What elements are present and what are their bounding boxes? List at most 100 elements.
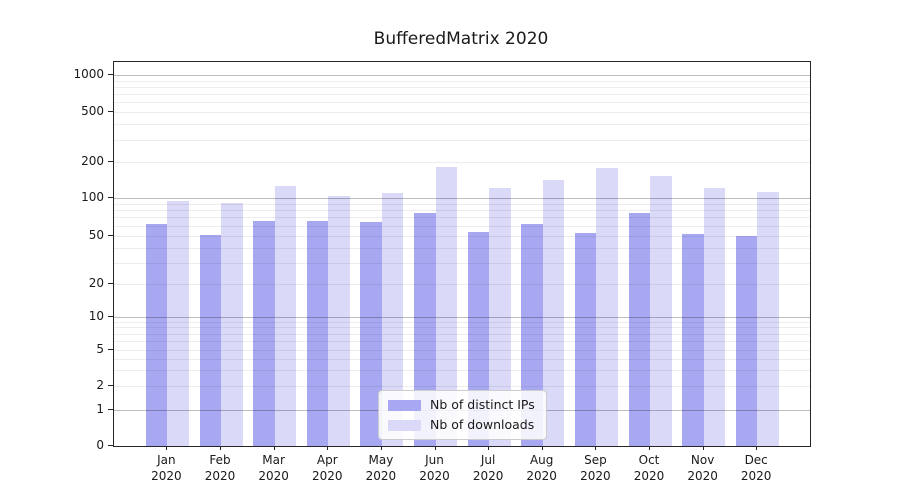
- y-tick-label-5: 5: [96, 342, 104, 356]
- legend-swatch-downloads: [388, 419, 421, 431]
- bar-nb-of-distinct-ips-sep: [574, 232, 597, 446]
- bar-nb-of-distinct-ips-feb: [199, 234, 221, 446]
- bar-nb-of-downloads-jan: [167, 201, 189, 446]
- x-tick-mark-feb: [220, 446, 221, 450]
- gridline-minor-900: [114, 80, 810, 82]
- gridline-minor-5: [114, 350, 810, 351]
- bar-nb-of-distinct-ips-oct: [628, 212, 650, 446]
- bar-nb-of-downloads-aug: [542, 180, 565, 446]
- x-tick-mark-sep: [595, 446, 597, 450]
- y-tick-mark-100: [108, 196, 113, 198]
- y-tick-mark-500: [108, 111, 113, 113]
- chart-title: BufferedMatrix 2020: [373, 29, 549, 49]
- gridline-minor-200: [114, 161, 810, 163]
- gridline-minor-50: [114, 235, 810, 237]
- legend-item-downloads: Nb of downloads: [388, 418, 535, 432]
- y-tick-mark-10: [108, 315, 113, 317]
- gridline-minor-90: [114, 203, 810, 205]
- gridline-minor-500: [114, 112, 810, 114]
- gridline-minor-20: [114, 284, 810, 285]
- gridline-minor-700: [114, 94, 810, 96]
- legend-swatch-distinct-ips: [388, 399, 421, 411]
- y-tick-label-2: 2: [96, 378, 104, 393]
- gridline-minor-6: [114, 341, 810, 343]
- gridline-minor-400: [114, 124, 810, 126]
- legend-label-distinct-ips: Nb of distinct IPs: [430, 397, 535, 412]
- gridline-minor-60: [114, 225, 810, 227]
- legend: Nb of distinct IPs Nb of downloads: [378, 390, 547, 440]
- y-tick-mark-0: [108, 445, 113, 446]
- bar-nb-of-downloads-sep: [596, 168, 618, 446]
- y-tick-label-100: 100: [81, 189, 104, 204]
- gridline-minor-80: [114, 210, 810, 212]
- bar-nb-of-downloads-may: [381, 192, 404, 446]
- y-tick-label-0: 0: [96, 438, 104, 452]
- gridline-major-100: [114, 197, 810, 199]
- bar-nb-of-downloads-dec: [757, 191, 779, 446]
- bar-nb-of-downloads-mar: [274, 186, 297, 446]
- gridline-minor-800: [114, 87, 810, 88]
- gridline-major-1000: [114, 75, 810, 76]
- bar-nb-of-distinct-ips-dec: [735, 235, 758, 446]
- gridline-minor-70: [114, 217, 810, 219]
- x-tick-label-mar: Mar 2020: [258, 453, 289, 483]
- y-tick-label-10: 10: [88, 308, 104, 323]
- x-tick-mark-aug: [541, 446, 543, 450]
- gridline-minor-3: [114, 370, 810, 372]
- x-tick-mark-jul: [488, 446, 490, 450]
- y-tick-label-500: 500: [81, 104, 104, 119]
- x-tick-label-aug: Aug 2020: [526, 453, 557, 483]
- y-tick-label-200: 200: [81, 153, 104, 168]
- x-tick-mark-oct: [649, 446, 650, 450]
- gridline-major-10: [114, 316, 810, 318]
- x-tick-label-oct: Oct 2020: [633, 453, 665, 483]
- bar-nb-of-distinct-ips-jun: [414, 212, 436, 446]
- y-tick-mark-5: [108, 349, 113, 350]
- bar-nb-of-downloads-apr: [328, 195, 350, 446]
- bar-nb-of-downloads-feb: [221, 203, 243, 446]
- gridline-minor-600: [114, 102, 810, 104]
- plot-area: Nb of distinct IPs Nb of downloads: [113, 61, 811, 447]
- bar-nb-of-distinct-ips-jan: [145, 224, 168, 446]
- y-tick-mark-1: [108, 408, 113, 410]
- legend-label-downloads: Nb of downloads: [430, 417, 535, 432]
- x-tick-mark-jan: [166, 446, 168, 450]
- bar-nb-of-downloads-jul: [489, 188, 511, 446]
- x-tick-label-dec: Dec 2020: [740, 453, 772, 483]
- bar-nb-of-downloads-nov: [703, 187, 726, 446]
- gridline-minor-8: [114, 327, 810, 329]
- bar-nb-of-distinct-ips-mar: [253, 220, 275, 446]
- x-tick-mark-jun: [434, 446, 436, 450]
- y-tick-mark-1000: [108, 74, 113, 75]
- x-tick-label-may: May 2020: [365, 453, 397, 483]
- x-tick-label-jan: Jan 2020: [151, 453, 182, 483]
- y-tick-mark-200: [108, 160, 113, 162]
- gridline-minor-40: [114, 247, 810, 249]
- x-tick-label-apr: Apr 2020: [312, 453, 343, 483]
- gridline-minor-9: [114, 321, 810, 323]
- x-tick-label-sep: Sep 2020: [580, 453, 611, 483]
- y-tick-mark-2: [108, 385, 113, 387]
- x-tick-label-feb: Feb 2020: [204, 453, 236, 483]
- x-tick-mark-may: [380, 446, 382, 450]
- bar-nb-of-distinct-ips-nov: [682, 233, 704, 446]
- x-tick-mark-nov: [702, 446, 704, 450]
- x-tick-label-nov: Nov 2020: [687, 453, 718, 483]
- y-tick-label-20: 20: [88, 276, 104, 290]
- y-tick-mark-50: [108, 234, 113, 236]
- legend-item-distinct-ips: Nb of distinct IPs: [388, 398, 535, 412]
- gridline-minor-2: [114, 386, 810, 388]
- bar-nb-of-downloads-jun: [435, 166, 457, 446]
- bar-nb-of-distinct-ips-apr: [306, 221, 329, 446]
- x-tick-label-jun: Jun 2020: [419, 453, 450, 483]
- x-tick-label-jul: Jul 2020: [472, 453, 504, 483]
- y-tick-label-50: 50: [88, 227, 104, 242]
- bar-nb-of-distinct-ips-may: [360, 222, 382, 446]
- x-tick-mark-apr: [327, 446, 329, 450]
- y-tick-label-1000: 1000: [73, 67, 104, 81]
- bar-nb-of-downloads-oct: [650, 176, 672, 446]
- gridline-minor-4: [114, 358, 810, 360]
- y-tick-label-1: 1: [96, 401, 104, 416]
- gridline-minor-30: [114, 262, 810, 264]
